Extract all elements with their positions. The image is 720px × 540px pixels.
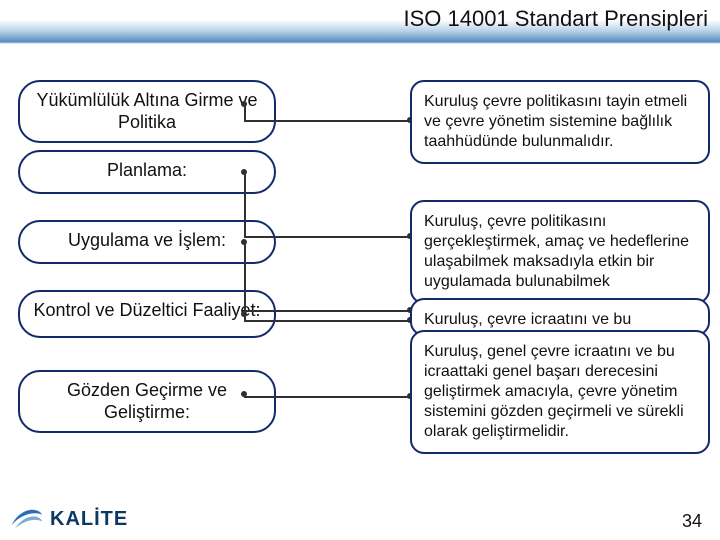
connector-h-3 [244,320,410,322]
right-box-text: Kuruluş çevre politikasını tayin etmeli … [424,93,687,150]
left-node-1: Planlama: [18,150,276,194]
connector-v-2 [244,242,246,310]
left-node-label: Uygulama ve İşlem: [68,230,226,250]
left-node-label: Yükümlülük Altına Girme ve Politika [36,90,257,132]
right-box-0: Kuruluş çevre politikasını tayin etmeli … [410,80,710,164]
right-box-3: Kuruluş, genel çevre icraatını ve bu icr… [410,330,710,454]
connector-h-2 [244,310,410,312]
left-node-4: Gözden Geçirme ve Geliştirme: [18,370,276,433]
footer-logo: KALİTE [10,506,128,532]
left-node-2: Uygulama ve İşlem: [18,220,276,264]
connector-dot-start-2 [241,239,247,245]
connector-dot-start-1 [241,169,247,175]
connector-dot-start-3 [241,311,247,317]
right-box-1: Kuruluş, çevre politikasını gerçekleştir… [410,200,710,304]
left-node-0: Yükümlülük Altına Girme ve Politika [18,80,276,143]
connector-dot-start-0 [241,101,247,107]
page-title: ISO 14001 Standart Prensipleri [403,6,708,32]
connector-h-4 [244,396,410,398]
left-node-3: Kontrol ve Düzeltici Faaliyet: [18,290,276,338]
left-node-label: Planlama: [107,160,187,180]
left-node-label: Kontrol ve Düzeltici Faaliyet: [33,300,260,320]
connector-dot-start-4 [241,391,247,397]
logo-swoosh-icon [10,506,44,532]
connector-v-1 [244,172,246,236]
right-box-text: Kuruluş, genel çevre icraatını ve bu icr… [424,343,684,440]
left-node-label: Gözden Geçirme ve Geliştirme: [67,380,227,422]
connector-h-1 [244,236,410,238]
right-box-text: Kuruluş, çevre politikasını gerçekleştir… [424,213,689,290]
page-number: 34 [682,511,702,532]
connector-h-0 [244,120,410,122]
logo-text: KALİTE [50,508,128,531]
